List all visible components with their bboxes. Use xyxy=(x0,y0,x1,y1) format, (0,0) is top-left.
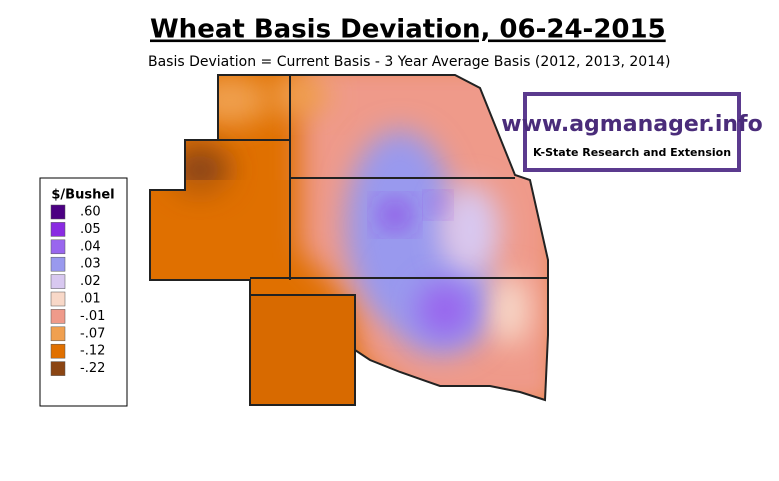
legend-label: .03 xyxy=(80,257,101,272)
title: Wheat Basis Deviation, 06-24-2015 xyxy=(150,15,666,45)
legend-label: .02 xyxy=(80,274,101,289)
legend-swatch xyxy=(50,361,66,376)
logo-org: K-State Research and Extension xyxy=(533,146,731,159)
legend-label: .01 xyxy=(80,292,101,307)
legend-label: -.22 xyxy=(80,361,105,376)
legend-swatch xyxy=(50,222,66,237)
logo-url[interactable]: www.agmanager.info xyxy=(501,112,762,137)
state-borders xyxy=(149,74,549,406)
legend-swatch xyxy=(50,274,66,289)
legend-swatch xyxy=(50,256,66,272)
subtitle: Basis Deviation = Current Basis - 3 Year… xyxy=(148,54,670,70)
legend-swatch xyxy=(50,204,66,220)
legend-items: .60 .05 .04 .03 .02 .01 -.01 -.07 -.12 -.22 xyxy=(50,204,105,376)
legend-swatch xyxy=(50,309,66,324)
legend-label: .05 xyxy=(80,222,101,237)
legend-label: .60 xyxy=(80,205,101,220)
legend-label: -.01 xyxy=(80,309,105,324)
legend-title: $/Bushel xyxy=(51,188,114,203)
legend-swatch xyxy=(50,291,66,307)
legend-label: -.12 xyxy=(80,344,105,359)
logo-box xyxy=(523,92,741,172)
map-area xyxy=(150,75,548,405)
legend-swatch xyxy=(50,343,66,359)
legend-label: -.07 xyxy=(80,326,105,341)
legend-swatch xyxy=(50,326,66,342)
legend-label: .04 xyxy=(80,239,101,254)
legend-swatch xyxy=(50,239,66,255)
